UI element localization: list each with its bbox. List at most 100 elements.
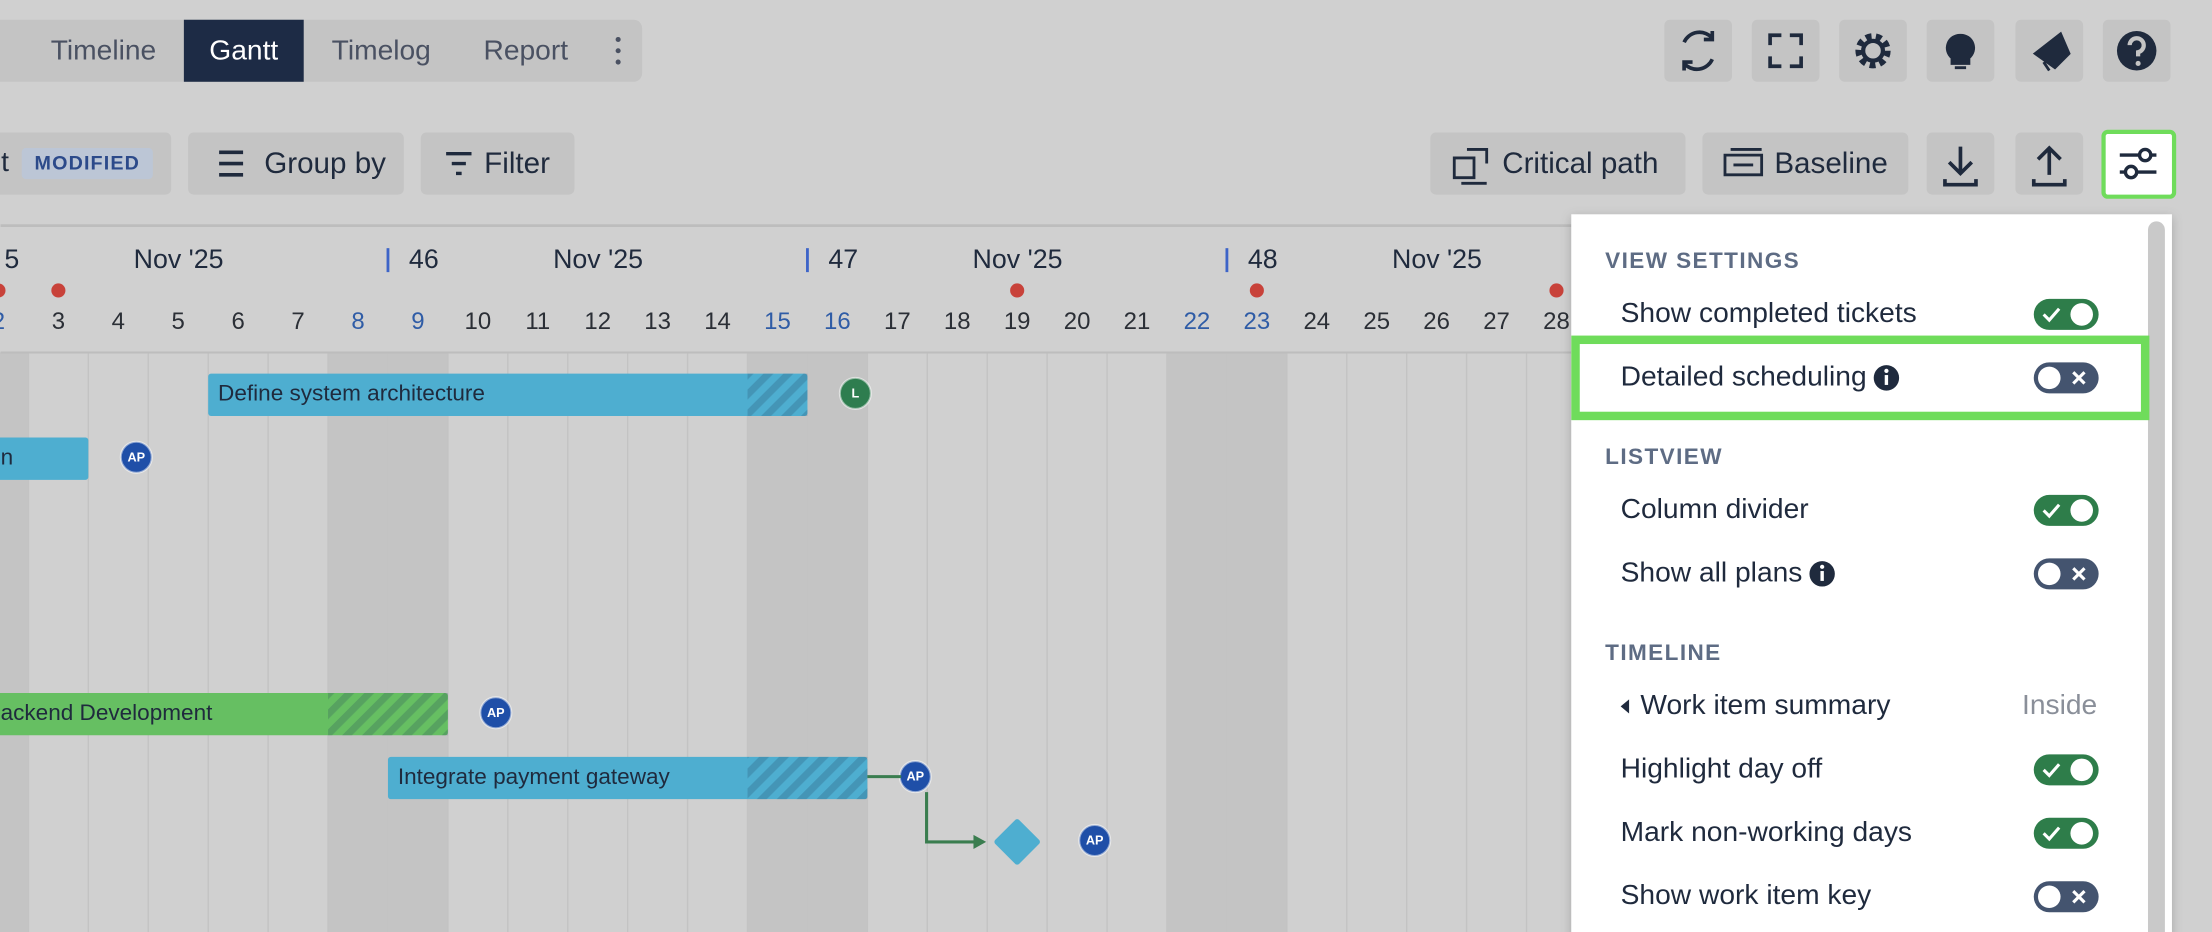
info-icon-dot (1884, 368, 1889, 373)
day-label: 3 (52, 308, 65, 335)
day-label: 19 (1004, 308, 1031, 335)
week-number: 5 (4, 244, 19, 274)
tab-label[interactable]: Timelog (332, 34, 431, 66)
task-title: Define system architecture (218, 381, 485, 406)
task-bar-overdue (747, 756, 868, 800)
scrollbar[interactable] (2147, 221, 2165, 932)
day-label: 15 (764, 308, 791, 335)
toggle-knob (2070, 303, 2093, 326)
tab-bar (0, 19, 643, 82)
bulb-icon (1945, 33, 1976, 70)
day-label: 26 (1423, 308, 1450, 335)
setting-label: Mark non-working days (1621, 815, 1912, 847)
week-number: 46 (409, 244, 439, 274)
toggle-check (2042, 503, 2061, 519)
tab-active[interactable] (183, 19, 304, 82)
toggle-check (2042, 826, 2061, 842)
day-label: 28 (1543, 308, 1570, 335)
sync-button[interactable] (1664, 19, 1733, 82)
critical-path-button[interactable] (1430, 132, 1686, 195)
day-label: 2 (0, 308, 5, 335)
download-icon (1943, 146, 1978, 187)
tab-label[interactable]: Report (483, 34, 568, 66)
assignee-avatar (119, 440, 153, 474)
section-title: TIMELINE (1605, 640, 1722, 665)
day-label: 8 (351, 308, 364, 335)
info-icon-dot (1820, 564, 1825, 569)
setting-label: Show all plans (1621, 555, 1803, 587)
week-month: Nov '25 (553, 244, 643, 274)
toggle-check (2042, 763, 2061, 778)
icon-buttons (1664, 19, 2177, 199)
fullscreen-button[interactable] (1751, 19, 1820, 82)
assignee-initials: AP (127, 450, 145, 464)
day-label: 12 (584, 308, 611, 335)
toggle-cross (2072, 890, 2086, 904)
holiday-dot (1249, 283, 1264, 298)
day-label: 22 (1184, 308, 1211, 335)
filter-label: Filter (484, 147, 550, 180)
task-title: Integrate payment gateway (398, 764, 671, 789)
task-bar[interactable] (0, 437, 89, 480)
assignee-avatar (479, 696, 513, 730)
task-title: ackend Development (1, 700, 214, 725)
info-icon-stem (1820, 571, 1824, 581)
assignee-initials: AP (1086, 834, 1104, 848)
badge (21, 148, 153, 180)
day-label: 21 (1124, 308, 1151, 335)
help-icon-mark (2127, 36, 2146, 57)
day-label: 24 (1303, 308, 1330, 335)
top-bar: Timeline Gantt Timelog Report t MODIFIED Group… (0, 19, 1909, 195)
settings-button[interactable] (1839, 19, 1907, 82)
day-label: 10 (465, 308, 492, 335)
task-bar[interactable] (208, 373, 808, 416)
view-name: t (1, 145, 9, 177)
more-dot[interactable] (615, 48, 621, 54)
task-bar-overdue (328, 693, 448, 736)
baseline-button[interactable] (1702, 132, 1909, 195)
more-dot[interactable] (615, 59, 621, 65)
group-by-button[interactable] (188, 132, 404, 195)
filter-button[interactable] (420, 132, 575, 195)
toggle-cross (2072, 567, 2086, 581)
day-label: 6 (231, 308, 244, 335)
weekend-column (1226, 352, 1287, 932)
setting-label: Show work item key (1621, 878, 1873, 910)
assignee-initials: AP (906, 770, 924, 784)
assignee-initials: AP (487, 706, 505, 720)
collapse-arrow[interactable] (1620, 699, 1630, 714)
milestone[interactable] (993, 818, 1041, 866)
help-icon-dot (2135, 60, 2141, 66)
day-label: 27 (1483, 308, 1510, 335)
megaphone-icon (2032, 31, 2071, 72)
view-settings-button[interactable] (2101, 129, 2177, 199)
toggle-cross (2072, 371, 2086, 385)
day-label: 25 (1363, 308, 1390, 335)
week-number: 47 (828, 244, 858, 274)
week-month: Nov '25 (134, 244, 224, 274)
toggle-knob (2038, 366, 2061, 390)
slider-knob (2123, 164, 2139, 180)
day-label: 4 (112, 308, 125, 335)
weekend-column (328, 352, 388, 932)
more-dot[interactable] (615, 36, 621, 43)
day-label: 11 (525, 308, 550, 335)
setting-value[interactable]: Inside (2022, 688, 2097, 720)
setting-label: Show completed tickets (1621, 296, 1917, 328)
tab-label[interactable]: Gantt (209, 34, 278, 66)
day-label: 5 (172, 308, 185, 335)
assignee-initials: L (852, 386, 860, 400)
day-label: 7 (291, 308, 304, 335)
week-month: Nov '25 (1392, 244, 1482, 274)
day-label: 9 (411, 308, 424, 335)
tab-label[interactable]: Timeline (51, 34, 156, 66)
gear-icon (1855, 33, 1891, 69)
setting-label: Detailed scheduling (1621, 359, 1867, 391)
group-by-label: Group by (264, 147, 386, 180)
day-label: 18 (944, 308, 971, 335)
dependency-line (867, 775, 984, 844)
badge-text: MODIFIED (35, 152, 140, 174)
section-title: VIEW SETTINGS (1605, 248, 1800, 273)
toggle-knob (2038, 562, 2061, 586)
